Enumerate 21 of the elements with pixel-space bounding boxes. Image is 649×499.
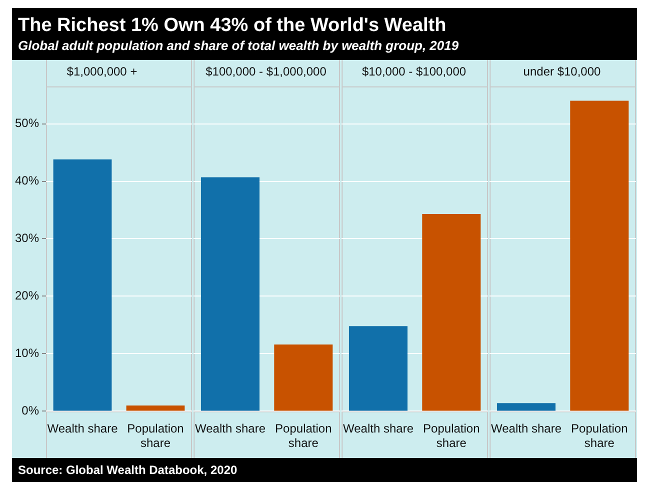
y-tick-label: 50% — [14, 116, 40, 130]
text: The Richest 1% Own 43% of the World's Wealth — [18, 14, 448, 38]
chart-title: under $10,000 — [523, 64, 602, 79]
x-tick-label: Wealth share — [195, 422, 266, 436]
x-tick-label: Population share — [423, 422, 480, 450]
x-tick-label: Wealth share — [343, 422, 414, 436]
chart-title: $10,000 - $100,000 — [362, 64, 466, 79]
chart-title: $1,000,000 + — [66, 64, 138, 79]
source-note: Source: Global Wealth Databook, 2020 — [18, 462, 238, 478]
x-tick-label: Wealth share — [47, 422, 118, 436]
x-tick-label: Population share — [127, 422, 184, 450]
y-tick-label: 10% — [14, 346, 40, 360]
y-tick-label: 30% — [14, 231, 40, 246]
chart-title: $100,000 - $1,000,000 — [206, 64, 327, 79]
x-tick-label: Wealth share — [491, 422, 562, 436]
y-tick-label: 0% — [22, 404, 40, 418]
y-tick-label: 20% — [14, 288, 40, 303]
x-tick-label: Population share — [571, 422, 628, 450]
x-tick-label: Population share — [275, 422, 332, 450]
text: Global adult population and share of total wealth by wealth group, 2019 — [18, 38, 460, 54]
y-tick-label: 40% — [14, 174, 40, 188]
